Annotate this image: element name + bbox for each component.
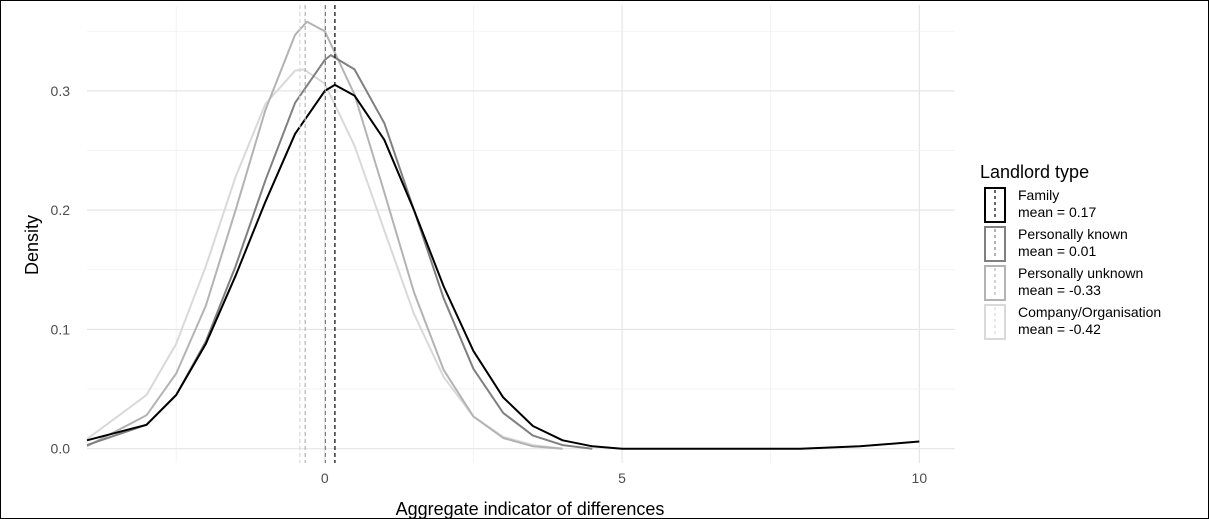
x-axis-ticks: 0 5 10 [321,470,927,486]
y-axis-title: Density [22,215,42,275]
density-curves [86,20,920,450]
x-tick-label: 10 [912,470,928,486]
legend-mean-personally-known: mean = 0.01 [1018,243,1096,259]
legend-mean-personally-unknown: mean = -0.33 [1018,282,1101,298]
density-curve-personally-unknown [86,20,563,450]
density-curve-family [86,83,920,450]
legend-label-company-organisation: Company/Organisation [1018,304,1161,320]
legend-title: Landlord type [980,162,1089,182]
legend-mean-company-organisation: mean = -0.42 [1018,321,1101,337]
legend-label-personally-unknown: Personally unknown [1018,265,1143,281]
density-curve-personally-known [86,54,593,450]
y-tick-label: 0.0 [51,441,71,457]
y-axis-ticks: 0.0 0.1 0.2 0.3 [51,83,71,457]
legend-label-family: Family [1018,187,1059,203]
legend-label-personally-known: Personally known [1018,226,1128,242]
y-tick-label: 0.3 [51,83,71,99]
y-tick-label: 0.2 [51,202,71,218]
x-axis-title: Aggregate indicator of differences [396,499,665,519]
x-tick-label: 0 [321,470,329,486]
legend-mean-family: mean = 0.17 [1018,204,1096,220]
x-tick-label: 5 [618,470,626,486]
mean-lines [299,5,336,463]
y-tick-label: 0.1 [51,321,71,337]
